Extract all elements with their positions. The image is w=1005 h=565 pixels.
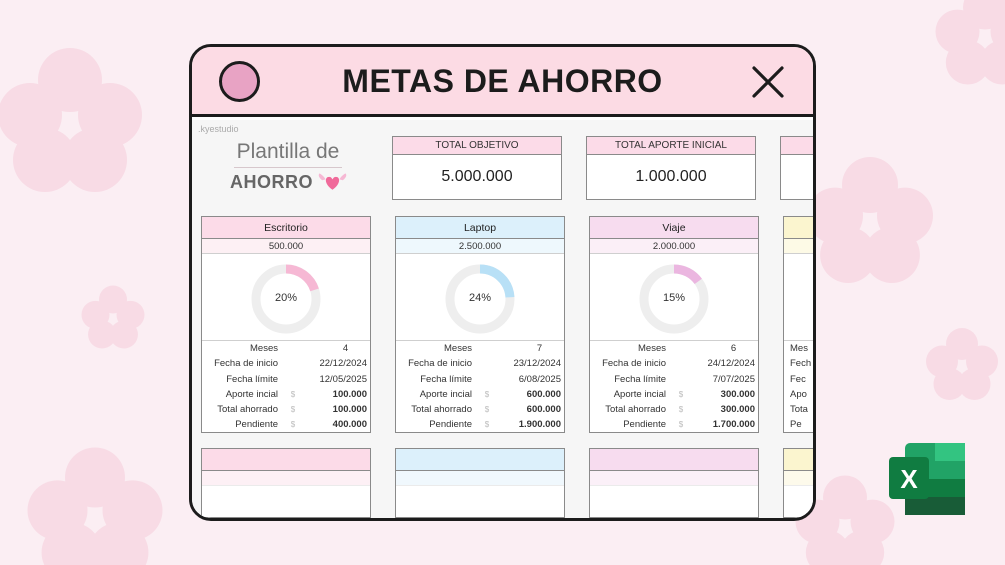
goal-row-start: Fecha de inicio 22/12/2024 bbox=[214, 358, 367, 370]
goal-row-saved: Total ahorrado $ 300.000 bbox=[605, 404, 755, 416]
stat-label: TOTAL APORTE INICIAL bbox=[587, 137, 755, 155]
partial-row-label: Pe bbox=[790, 419, 802, 431]
goal-row-initial: Aporte incial $ 300.000 bbox=[613, 388, 755, 400]
goal-row-start: Fecha de inicio 24/12/2024 bbox=[602, 358, 755, 370]
logo-line-1: Plantilla de bbox=[236, 140, 340, 163]
goal-card-empty bbox=[589, 448, 759, 518]
template-logo: Plantilla de AHORRO bbox=[228, 140, 348, 193]
donut-progress-arc bbox=[445, 264, 515, 334]
goal-card: Viaje 2.000.000 15% Meses 6 Fecha de ini… bbox=[589, 216, 759, 433]
close-icon[interactable] bbox=[751, 65, 785, 99]
stat-value: 5.000.000 bbox=[441, 168, 513, 185]
goal-card-empty bbox=[395, 448, 565, 518]
goal-card-partial: Mes Fech Fec Apo Tota Pe bbox=[783, 216, 813, 433]
progress-donut: 20% bbox=[202, 254, 370, 341]
spreadsheet-area: .kyestudio Plantilla de AHORRO TOTAL OBJ… bbox=[192, 120, 813, 518]
progress-percent: 20% bbox=[274, 292, 298, 304]
window-dot-button[interactable] bbox=[219, 61, 260, 102]
goal-row-months: Meses 7 bbox=[444, 343, 543, 354]
goal-row-deadline: Fecha límite 7/07/2025 bbox=[614, 373, 755, 385]
goal-card: Escritorio 500.000 20% Meses 4 Fecha de … bbox=[201, 216, 371, 433]
goal-row-initial: Aporte incial $ 600.000 bbox=[419, 388, 561, 400]
goal-name: Escritorio bbox=[202, 217, 370, 239]
goal-row-deadline: Fecha límite 6/08/2025 bbox=[420, 373, 561, 385]
goal-row-pending: Pendiente $ 1.900.000 bbox=[429, 419, 561, 431]
stat-label: TOTAL OBJETIVO bbox=[393, 137, 561, 155]
winged-heart-icon bbox=[318, 173, 347, 190]
goal-row-saved: Total ahorrado $ 100.000 bbox=[217, 404, 367, 416]
stat-box: TOTAL OBJETIVO 5.000.000 bbox=[392, 136, 562, 200]
partial-row-label: Tota bbox=[790, 404, 808, 416]
donut-progress-arc bbox=[251, 264, 321, 334]
goal-row-start: Fecha de inicio 23/12/2024 bbox=[408, 358, 561, 370]
goal-amount: 2.000.000 bbox=[590, 239, 758, 254]
background-flower-icon bbox=[0, 48, 142, 192]
progress-donut: 15% bbox=[590, 254, 758, 341]
partial-row-label: Fech bbox=[790, 358, 812, 370]
app-window: METAS DE AHORRO .kyestudio Plantilla de … bbox=[189, 44, 816, 521]
stat-value: 1.000.000 bbox=[635, 168, 707, 185]
title-bar: METAS DE AHORRO bbox=[192, 47, 813, 117]
partial-row-label: Mes bbox=[790, 343, 808, 354]
goal-row-months: Meses 4 bbox=[250, 343, 349, 354]
goal-amount: 2.500.000 bbox=[396, 239, 564, 254]
svg-text:X: X bbox=[900, 464, 918, 494]
goal-name: Viaje bbox=[590, 217, 758, 239]
window-title: METAS DE AHORRO bbox=[342, 63, 663, 99]
goal-row-pending: Pendiente $ 400.000 bbox=[235, 419, 367, 431]
excel-logo-icon: X bbox=[889, 443, 965, 515]
progress-donut: 24% bbox=[396, 254, 564, 341]
goal-row-pending: Pendiente $ 1.700.000 bbox=[623, 419, 755, 431]
partial-row-label: Apo bbox=[790, 388, 807, 400]
progress-percent: 24% bbox=[468, 292, 492, 304]
watermark: .kyestudio bbox=[198, 124, 239, 134]
goal-card: Laptop 2.500.000 24% Meses 7 Fecha de in… bbox=[395, 216, 565, 433]
partial-row-label: Fec bbox=[790, 373, 806, 385]
background-flower-icon bbox=[926, 328, 998, 400]
background-flower-icon bbox=[807, 157, 933, 283]
stat-box-partial bbox=[780, 136, 813, 200]
goal-row-deadline: Fecha límite 12/05/2025 bbox=[226, 373, 367, 385]
background-flower-icon bbox=[81, 285, 145, 349]
stat-box: TOTAL APORTE INICIAL 1.000.000 bbox=[586, 136, 756, 200]
goal-name: Laptop bbox=[396, 217, 564, 239]
donut-progress-arc bbox=[639, 264, 709, 334]
background-flower-icon bbox=[795, 475, 895, 565]
goal-row-initial: Aporte incial $ 100.000 bbox=[225, 388, 367, 400]
goal-card-empty bbox=[783, 448, 813, 518]
logo-line-2: AHORRO bbox=[230, 171, 313, 192]
goal-amount: 500.000 bbox=[202, 239, 370, 254]
goal-row-months: Meses 6 bbox=[638, 343, 737, 354]
goal-card-empty bbox=[201, 448, 371, 518]
goal-row-saved: Total ahorrado $ 600.000 bbox=[411, 404, 561, 416]
background-flower-icon bbox=[935, 0, 1005, 85]
background-flower-icon bbox=[27, 447, 163, 565]
progress-percent: 15% bbox=[662, 292, 686, 304]
